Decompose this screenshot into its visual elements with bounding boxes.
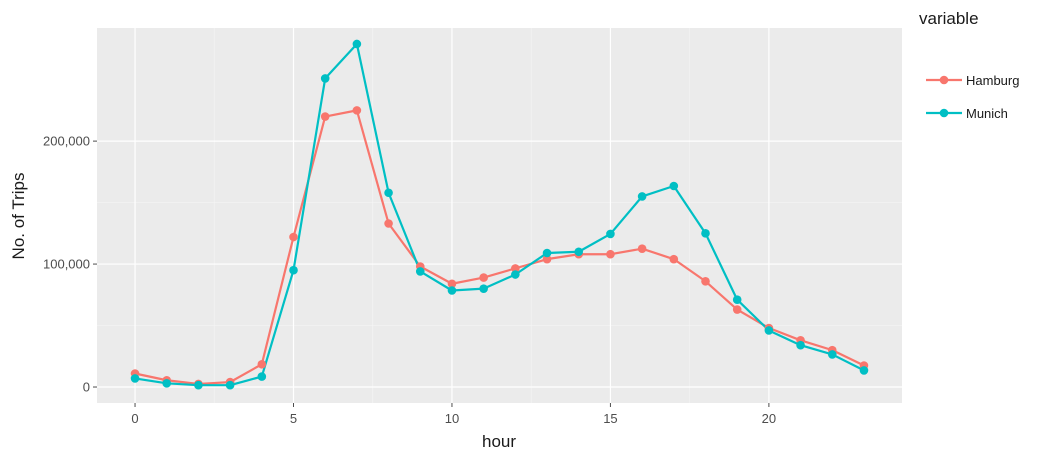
munich-series-line <box>134 42 865 387</box>
x-tick-label: 5 <box>290 411 297 426</box>
hamburg-point <box>320 112 330 121</box>
plot-panel <box>97 28 902 403</box>
hamburg-point <box>701 276 710 286</box>
y-axis-title: No. of Trips <box>9 173 28 260</box>
x-axis-title: hour <box>482 432 516 451</box>
x-tick-label: 15 <box>603 411 617 426</box>
hamburg-series-line <box>134 109 865 386</box>
hamburg-point <box>289 232 298 242</box>
hamburg-point <box>447 279 457 289</box>
munich-point <box>669 181 679 191</box>
munich-point <box>859 366 869 375</box>
hamburg-point <box>637 244 647 253</box>
hamburg-point <box>384 219 393 228</box>
x-tick-label: 0 <box>131 411 138 426</box>
legend-title: variable <box>919 9 979 28</box>
x-tick-label: 20 <box>762 411 776 426</box>
axes: 0 5 10 15 20 0 100,000 200,000 <box>43 134 776 426</box>
munich-point <box>637 192 647 201</box>
munich-point <box>511 270 520 279</box>
legend: variable Hamburg Munich <box>919 9 1019 121</box>
legend-label-munich: Munich <box>966 106 1008 121</box>
munich-point <box>130 374 140 383</box>
hamburg-point <box>257 359 267 369</box>
series-layer <box>130 39 869 390</box>
hamburg-point <box>352 106 362 115</box>
munich-point <box>320 74 330 83</box>
munich-point <box>479 284 488 293</box>
legend-key-hamburg-point <box>939 75 949 85</box>
munich-point <box>574 247 584 257</box>
munich-point <box>289 265 298 275</box>
munich-point <box>701 229 710 238</box>
hamburg-point <box>669 254 679 264</box>
hamburg-point <box>511 264 520 273</box>
y-tick-label: 200,000 <box>43 134 90 149</box>
y-tick-label: 0 <box>83 380 90 395</box>
legend-label-hamburg: Hamburg <box>966 73 1019 88</box>
munich-point <box>764 326 774 335</box>
munich-point <box>827 350 837 359</box>
munich-point <box>257 372 267 381</box>
munich-point <box>415 267 425 276</box>
munich-point <box>542 248 552 258</box>
x-tick-label: 10 <box>445 411 459 426</box>
hamburg-point <box>732 305 742 314</box>
munich-point <box>732 295 742 305</box>
munich-point <box>225 380 235 390</box>
hamburg-point <box>542 254 552 264</box>
munich-point <box>606 229 615 239</box>
munich-point <box>194 380 203 390</box>
munich-point <box>384 188 393 198</box>
hamburg-point <box>606 249 615 259</box>
hamburg-point <box>479 273 488 282</box>
y-tick-label: 100,000 <box>43 257 90 272</box>
munich-point <box>796 340 805 350</box>
legend-key-munich-point <box>939 108 949 118</box>
munich-point <box>352 39 362 49</box>
munich-point <box>162 379 172 388</box>
munich-point <box>447 286 457 295</box>
